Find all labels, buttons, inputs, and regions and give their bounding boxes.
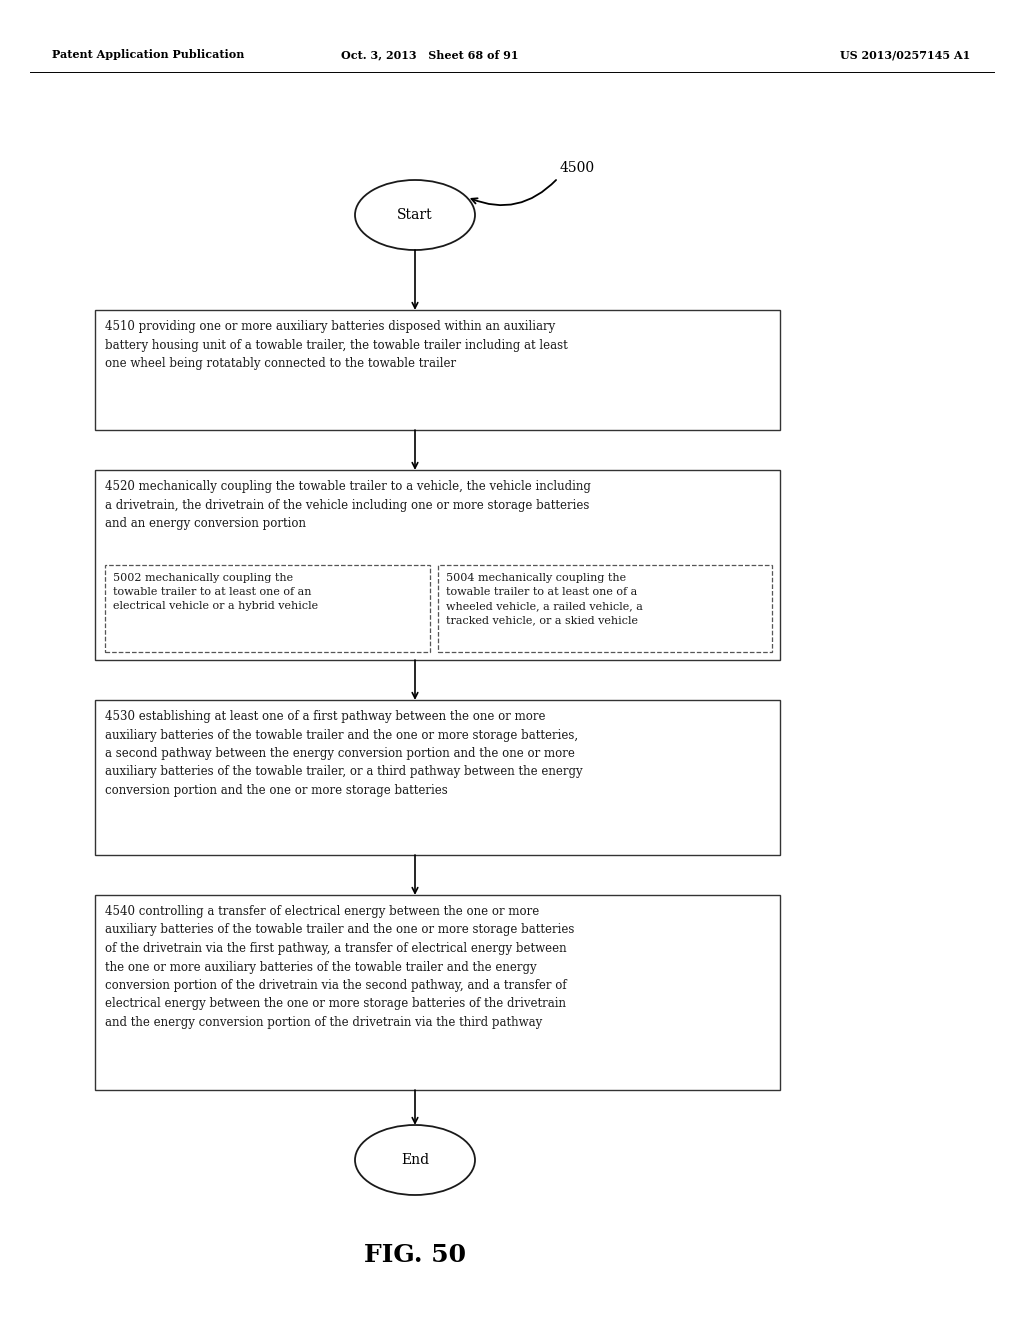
Bar bbox=[95, 700, 780, 855]
Text: 4510 providing one or more auxiliary batteries disposed within an auxiliary
batt: 4510 providing one or more auxiliary bat… bbox=[105, 319, 567, 370]
Bar bbox=[105, 565, 430, 652]
Text: 4540 controlling a transfer of electrical energy between the one or more
auxilia: 4540 controlling a transfer of electrica… bbox=[105, 906, 574, 1030]
Text: 5004 mechanically coupling the
towable trailer to at least one of a
wheeled vehi: 5004 mechanically coupling the towable t… bbox=[446, 573, 643, 624]
Text: Patent Application Publication: Patent Application Publication bbox=[52, 49, 245, 61]
Bar bbox=[95, 310, 780, 430]
Text: End: End bbox=[401, 1152, 429, 1167]
Text: 4530 establishing at least one of a first pathway between the one or more
auxili: 4530 establishing at least one of a firs… bbox=[105, 710, 583, 797]
Text: US 2013/0257145 A1: US 2013/0257145 A1 bbox=[840, 49, 970, 61]
Text: Start: Start bbox=[397, 209, 433, 222]
Text: 4520 mechanically coupling the towable trailer to a vehicle, the vehicle includi: 4520 mechanically coupling the towable t… bbox=[105, 480, 591, 531]
Ellipse shape bbox=[355, 1125, 475, 1195]
Text: 4500: 4500 bbox=[560, 161, 595, 176]
Text: 5002 mechanically coupling the
towable trailer to at least one of an
electrical : 5002 mechanically coupling the towable t… bbox=[113, 573, 318, 611]
Text: Oct. 3, 2013   Sheet 68 of 91: Oct. 3, 2013 Sheet 68 of 91 bbox=[341, 49, 519, 61]
Bar bbox=[438, 565, 772, 652]
Bar bbox=[95, 470, 780, 660]
Ellipse shape bbox=[355, 180, 475, 249]
Text: FIG. 50: FIG. 50 bbox=[364, 1243, 466, 1267]
Bar bbox=[95, 895, 780, 1090]
